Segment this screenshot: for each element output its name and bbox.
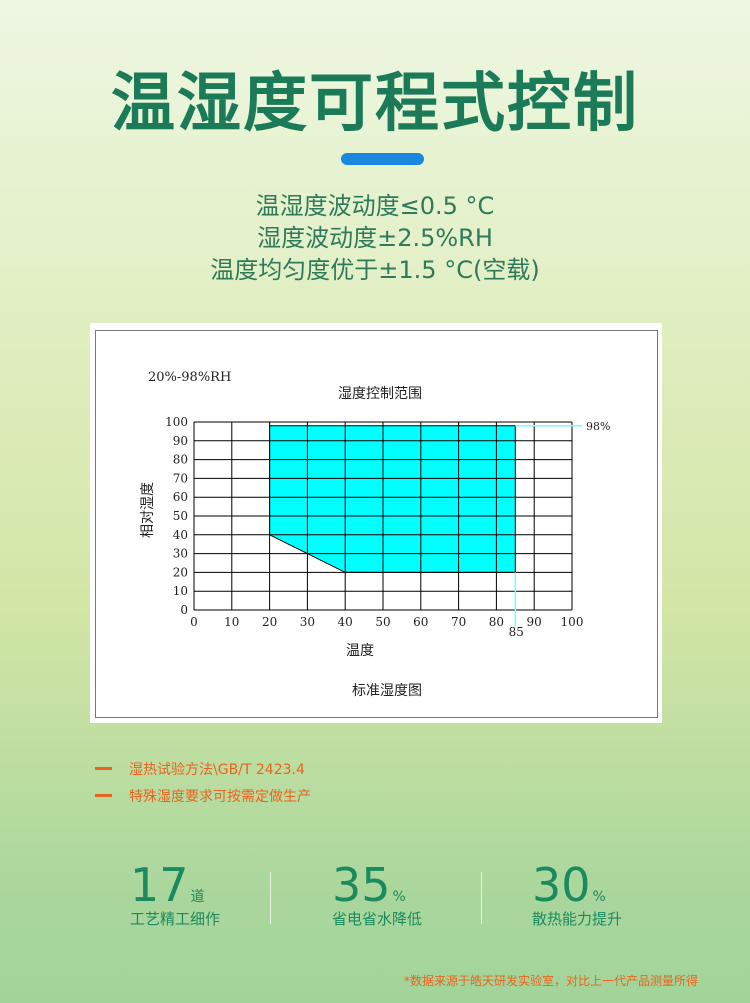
stat-label: 省电省水降低: [332, 910, 423, 928]
stat-savings: 35% 省电省水降低: [332, 860, 422, 929]
stat-unit: %: [392, 889, 406, 905]
y-tick-label: 80: [173, 453, 188, 467]
humidity-range-region: [269, 425, 516, 573]
spec-list: 温湿度波动度≤0.5 °C 湿度波动度±2.5%RH 温度均匀度优于±1.5 °…: [0, 190, 750, 286]
stat-value: 30: [532, 858, 591, 912]
humidity-chart-card: 20%-98%RH 湿度控制范围 温度 相对湿度 标准湿度图 0 10 20 30 40…: [90, 323, 662, 723]
x-tick-label: 70: [451, 615, 466, 629]
spec-item: 温度均匀度优于±1.5 °C(空载): [210, 256, 540, 284]
stat-value: 17: [130, 858, 189, 912]
annotation-label: 85: [509, 625, 524, 639]
notes-list: 湿热试验方法\GB/T 2423.4 特殊湿度要求可按需定做生产: [95, 755, 311, 809]
chart-caption: 标准湿度图: [352, 683, 422, 699]
dash-icon: [95, 767, 112, 770]
y-tick-label: 30: [173, 547, 188, 561]
spec-item: 湿度波动度±2.5%RH: [257, 224, 493, 252]
stat-label: 散热能力提升: [532, 910, 623, 928]
chart-title: 湿度控制范围: [338, 385, 422, 402]
x-tick-label: 80: [489, 615, 504, 629]
x-tick-label: 30: [300, 615, 315, 629]
stat-cooling: 30% 散热能力提升: [532, 860, 622, 929]
y-tick-label: 100: [165, 415, 188, 429]
stat-label: 工艺精工细作: [130, 910, 221, 928]
y-tick-label: 0: [180, 603, 188, 617]
y-tick-label: 60: [173, 490, 188, 504]
dash-icon: [95, 794, 112, 797]
spec-item: 温湿度波动度≤0.5 °C: [255, 192, 495, 220]
divider: [481, 872, 482, 924]
annotation-label: 98%: [586, 420, 610, 433]
x-tick-label: 10: [224, 615, 239, 629]
footnote: *数据来源于皓天研发实验室，对比上一代产品测量所得: [404, 974, 699, 988]
humidity-chart: 20%-98%RH 湿度控制范围 温度 相对湿度 标准湿度图 0 10 20 30 40…: [140, 370, 610, 699]
x-tick-label: 100: [561, 615, 584, 629]
note-item: 湿热试验方法\GB/T 2423.4: [95, 755, 311, 782]
stat-process: 17 道 工艺精工细作: [130, 860, 220, 929]
stat-unit: 道: [190, 889, 205, 905]
title-accent-bar: [341, 153, 424, 165]
stat-value: 35: [332, 858, 391, 912]
x-axis-label: 温度: [346, 643, 374, 659]
note-item: 特殊湿度要求可按需定做生产: [95, 782, 311, 809]
y-tick-label: 40: [173, 528, 188, 542]
x-tick-label: 60: [413, 615, 428, 629]
x-tick-label: 20: [262, 615, 277, 629]
chart-frame: [95, 330, 658, 718]
x-tick-label: 50: [375, 615, 390, 629]
note-text: 特殊湿度要求可按需定做生产: [129, 788, 311, 805]
corner-label: 20%-98%RH: [148, 370, 231, 385]
x-tick-label: 90: [527, 615, 542, 629]
note-text: 湿热试验方法\GB/T 2423.4: [129, 761, 305, 778]
divider: [270, 872, 271, 924]
y-axis-label: 相对湿度: [140, 482, 156, 538]
page-title: 温湿度可程式控制: [111, 67, 639, 141]
x-tick-label: 0: [190, 615, 198, 629]
x-tick-label: 40: [338, 615, 353, 629]
y-tick-label: 20: [173, 565, 188, 579]
stat-unit: %: [592, 889, 606, 905]
y-tick-label: 90: [173, 434, 188, 448]
y-tick-label: 70: [173, 471, 188, 485]
y-tick-label: 50: [173, 509, 188, 523]
y-tick-label: 10: [173, 584, 188, 598]
